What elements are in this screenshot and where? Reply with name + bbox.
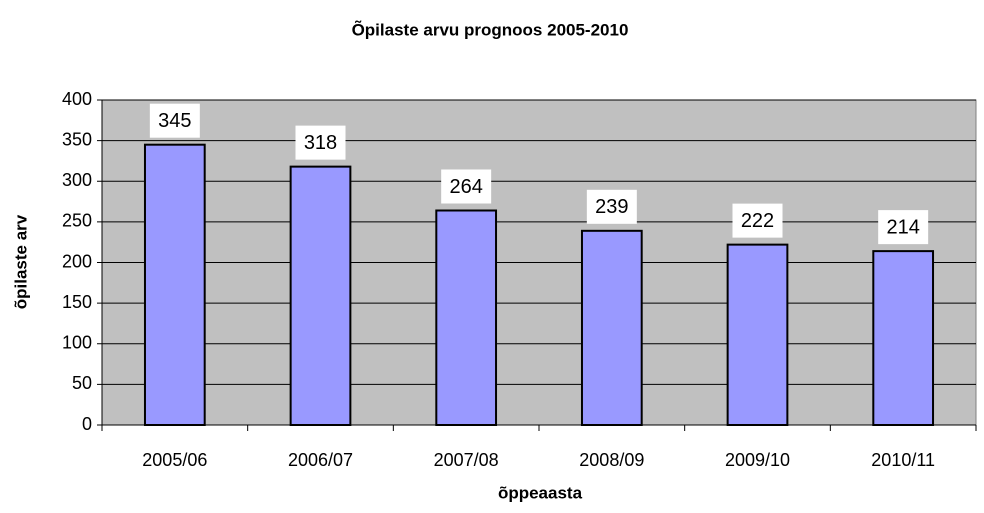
- x-tick-label: 2010/11: [871, 450, 935, 470]
- data-label: 318: [304, 132, 337, 154]
- data-label-box: [149, 103, 200, 138]
- y-tick-label: 0: [82, 414, 92, 434]
- bar: [872, 250, 935, 426]
- y-axis-label: õpilaste arv: [11, 214, 30, 309]
- x-tick-label: 2007/08: [434, 450, 499, 470]
- y-tick-label: 200: [62, 251, 92, 271]
- bar: [143, 143, 206, 426]
- data-label: 345: [158, 110, 191, 132]
- x-tick-label: 2005/06: [142, 450, 207, 470]
- data-label-box: [878, 210, 929, 245]
- x-axis-label: õppeaasta: [498, 483, 583, 502]
- data-label: 264: [449, 176, 482, 198]
- y-tick-label: 300: [62, 170, 92, 190]
- y-tick-label: 350: [62, 129, 92, 149]
- y-tick-label: 50: [72, 373, 92, 393]
- bar: [726, 243, 789, 426]
- y-tick-label: 250: [62, 211, 92, 231]
- bar: [435, 209, 498, 426]
- y-tick-label: 100: [62, 333, 92, 353]
- x-tick-label: 2008/09: [579, 450, 644, 470]
- y-tick-label: 150: [62, 292, 92, 312]
- data-label-box: [441, 169, 492, 204]
- data-label-box: [732, 203, 783, 238]
- data-label-box: [295, 125, 346, 160]
- x-tick-label: 2009/10: [725, 450, 790, 470]
- chart-title: Õpilaste arvu prognoos 2005-2010: [352, 19, 629, 39]
- data-label-box: [586, 189, 637, 224]
- x-tick-label: 2006/07: [288, 450, 353, 470]
- data-label: 214: [886, 216, 919, 238]
- bar: [289, 165, 352, 426]
- bar: [580, 229, 643, 426]
- data-label: 239: [595, 196, 628, 218]
- y-tick-label: 400: [62, 89, 92, 109]
- data-label: 222: [741, 210, 774, 232]
